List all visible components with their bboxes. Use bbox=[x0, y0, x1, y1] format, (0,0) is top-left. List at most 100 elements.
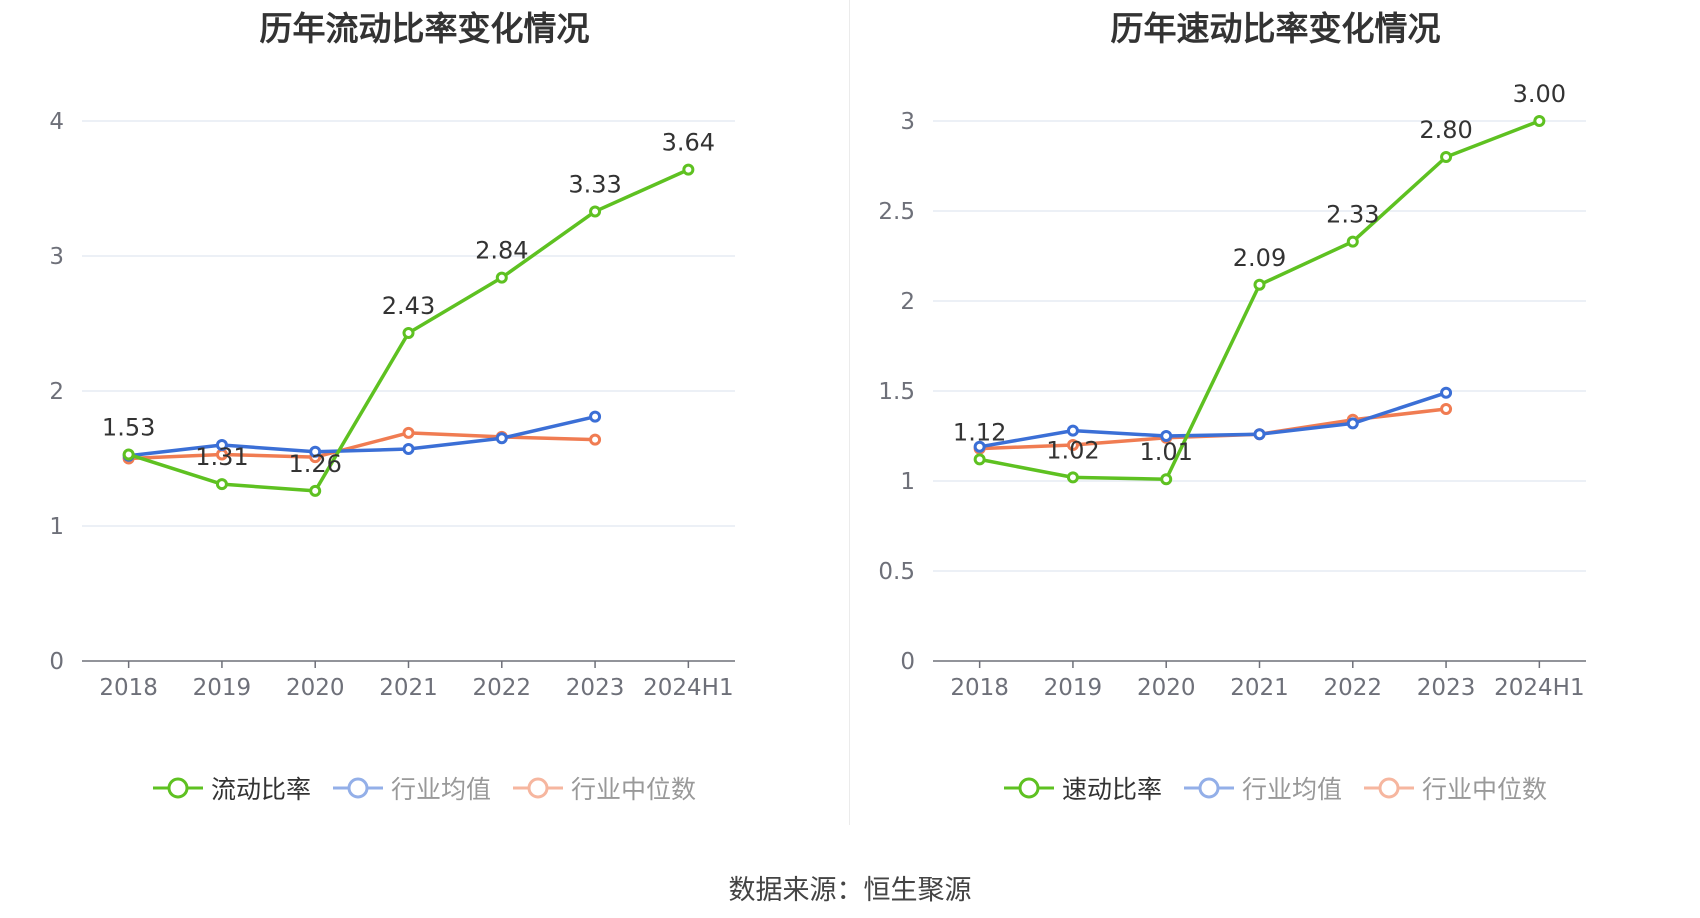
data-point bbox=[1253, 428, 1266, 441]
legend-label-industry-median: 行业中位数 bbox=[571, 775, 697, 804]
y-tick-label: 2 bbox=[900, 289, 915, 315]
data-point bbox=[1066, 471, 1079, 484]
legend-item-current-ratio[interactable]: 流动比率 bbox=[152, 770, 311, 806]
data-point bbox=[589, 205, 602, 218]
data-point bbox=[1440, 151, 1453, 163]
legend-item-industry-average[interactable]: 行业均值 bbox=[1183, 770, 1342, 806]
y-tick-label: 2 bbox=[49, 379, 64, 405]
x-tick-label: 2023 bbox=[566, 675, 625, 701]
data-point bbox=[1346, 235, 1359, 248]
data-point bbox=[1346, 417, 1359, 430]
legend-line-circle-icon bbox=[332, 777, 383, 799]
quick-ratio-plot: 0 0.5 1 1.5 2 2.5 3 2018 2019 2020 2021 2022 2023 202… bbox=[878, 80, 1586, 701]
data-point bbox=[402, 326, 415, 339]
data-point bbox=[215, 439, 228, 451]
y-tick-label: 3 bbox=[49, 244, 64, 270]
x-tick-label: 2019 bbox=[1044, 675, 1103, 701]
y-tick-label: 1 bbox=[49, 514, 64, 540]
legend-item-industry-median[interactable]: 行业中位数 bbox=[1364, 770, 1547, 806]
data-point bbox=[682, 163, 695, 176]
panel-divider bbox=[849, 0, 850, 825]
quick-ratio-chart-panel: 历年速动比率变化情况 0 0.5 1 1.5 2 2.5 3 2018 2019 2020 2021… bbox=[851, 0, 1700, 825]
x-tick-label: 2018 bbox=[950, 675, 1009, 701]
data-label: 3.00 bbox=[1513, 80, 1566, 108]
y-tick-label: 1.5 bbox=[878, 379, 915, 405]
data-label: 1.02 bbox=[1046, 436, 1099, 464]
data-point bbox=[402, 426, 415, 439]
legend-item-industry-average[interactable]: 行业均值 bbox=[332, 770, 491, 806]
data-point bbox=[122, 448, 135, 461]
legend-label-quick-ratio: 速动比率 bbox=[1061, 775, 1162, 804]
current-ratio-plot: 0 1 2 3 4 2018 2019 2020 2021 2022 2023 2024H1 1.53 1… bbox=[49, 109, 735, 701]
series-line bbox=[979, 119, 1540, 481]
x-tick-label: 2018 bbox=[99, 675, 158, 701]
x-tick-label: 2023 bbox=[1417, 675, 1476, 701]
y-tick-label: 3 bbox=[900, 109, 915, 135]
data-source-note: 数据来源：恒生聚源 bbox=[728, 875, 972, 906]
x-tick-label: 2022 bbox=[1324, 675, 1383, 701]
series-line bbox=[128, 431, 596, 461]
data-point bbox=[1160, 473, 1173, 486]
current-ratio-chart-title: 历年流动比率变化情况 bbox=[259, 9, 590, 48]
data-point bbox=[1253, 278, 1266, 291]
quick-ratio-chart-title: 历年速动比率变化情况 bbox=[1110, 9, 1441, 48]
legend-line-circle-icon bbox=[1364, 777, 1414, 799]
y-tick-label: 2.5 bbox=[878, 199, 915, 225]
data-point bbox=[589, 433, 602, 446]
data-label: 1.53 bbox=[102, 413, 155, 441]
data-point bbox=[973, 453, 986, 466]
x-tick-label: 2021 bbox=[379, 675, 438, 701]
x-tick-label: 2024H1 bbox=[1494, 675, 1584, 701]
legend-label-current-ratio: 流动比率 bbox=[210, 775, 311, 804]
data-label: 2.33 bbox=[1326, 201, 1379, 229]
y-tick-label: 0 bbox=[49, 649, 64, 675]
current-ratio-chart-panel: 历年流动比率变化情况 0 1 2 3 4 2018 2019 2020 2021 2022 2023… bbox=[0, 0, 849, 825]
data-label: 1.12 bbox=[953, 418, 1006, 446]
data-point bbox=[1440, 403, 1453, 415]
x-tick-label: 2020 bbox=[286, 675, 345, 701]
x-tick-label: 2024H1 bbox=[643, 675, 733, 701]
legend-label-industry-average: 行业均值 bbox=[1241, 775, 1342, 804]
data-label: 2.84 bbox=[475, 237, 528, 265]
data-point bbox=[1160, 430, 1173, 442]
y-tick-label: 4 bbox=[49, 109, 64, 135]
x-tick-label: 2020 bbox=[1137, 675, 1196, 701]
legend-label-industry-average: 行业均值 bbox=[390, 775, 491, 804]
data-point bbox=[309, 445, 322, 458]
data-point bbox=[1440, 386, 1453, 399]
data-label: 2.43 bbox=[382, 292, 435, 320]
y-tick-label: 0.5 bbox=[878, 559, 915, 585]
y-tick-label: 1 bbox=[900, 469, 915, 495]
x-tick-label: 2021 bbox=[1230, 675, 1289, 701]
data-label: 1.01 bbox=[1139, 438, 1192, 466]
legend-item-industry-median[interactable]: 行业中位数 bbox=[513, 770, 696, 806]
data-point bbox=[973, 440, 986, 453]
series-line bbox=[979, 391, 1447, 449]
data-point bbox=[1066, 439, 1079, 451]
legend-line-circle-icon bbox=[1003, 777, 1054, 799]
x-tick-label: 2019 bbox=[193, 675, 252, 701]
legend-line-circle-icon bbox=[513, 777, 563, 799]
y-tick-label: 0 bbox=[900, 649, 915, 675]
legend-line-circle-icon bbox=[152, 777, 203, 799]
data-point bbox=[215, 478, 228, 491]
data-point bbox=[495, 271, 508, 284]
data-label: 1.31 bbox=[195, 443, 248, 471]
legend-item-quick-ratio[interactable]: 速动比率 bbox=[1003, 770, 1162, 806]
data-label: 2.80 bbox=[1419, 116, 1472, 144]
data-point bbox=[495, 432, 508, 445]
x-tick-label: 2022 bbox=[473, 675, 532, 701]
data-label: 3.33 bbox=[568, 170, 621, 198]
data-point bbox=[309, 484, 322, 497]
data-point bbox=[402, 443, 415, 456]
data-label: 3.64 bbox=[662, 129, 715, 157]
data-label: 1.26 bbox=[288, 450, 341, 478]
legend-label-industry-median: 行业中位数 bbox=[1422, 775, 1548, 804]
data-point bbox=[1533, 115, 1546, 127]
quick-ratio-legend: 速动比率 行业均值 行业中位数 bbox=[851, 770, 1700, 806]
current-ratio-legend: 流动比率 行业均值 行业中位数 bbox=[0, 770, 849, 806]
data-label: 2.09 bbox=[1233, 244, 1286, 272]
data-point bbox=[1066, 424, 1079, 437]
series-line bbox=[128, 414, 596, 458]
data-point bbox=[589, 410, 602, 423]
